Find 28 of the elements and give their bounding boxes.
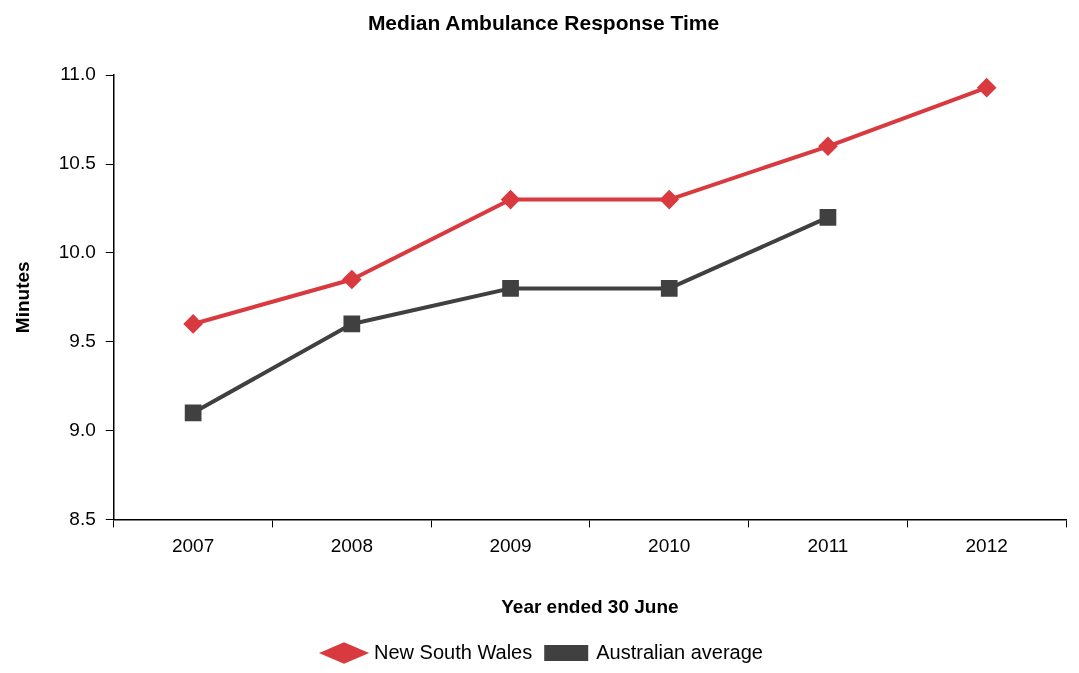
x-tick-label: 2012 [965, 535, 1008, 557]
legend-label: New South Wales [374, 640, 533, 663]
chart-title: Median Ambulance Response Time [367, 11, 720, 35]
y-tick-label: 9.5 [69, 329, 96, 351]
x-tick-label: 2007 [171, 535, 215, 557]
point [342, 270, 361, 289]
y-tick-label: 9.0 [69, 418, 96, 440]
point [819, 208, 837, 226]
point [660, 190, 679, 209]
y-axis-title: Minutes [11, 261, 33, 334]
x-tick-label: 2011 [807, 535, 849, 557]
point [184, 404, 202, 422]
point [343, 315, 361, 333]
point [818, 137, 837, 156]
legend-label: Australian average [596, 640, 763, 663]
y-tick-label: 10.5 [58, 152, 96, 174]
y-tick-label: 11.0 [60, 63, 96, 85]
point [502, 280, 519, 297]
x-tick-label: 2010 [648, 535, 691, 557]
point [501, 190, 520, 209]
y-tick-label: 10.0 [58, 241, 96, 263]
x-tick-label: 2008 [330, 535, 373, 557]
x-tick-label: 2009 [489, 535, 532, 557]
x-axis-title: Year ended 30 June [501, 595, 679, 617]
y-tick-label: 8.5 [69, 507, 96, 529]
point [660, 280, 678, 297]
point [977, 78, 996, 97]
point [184, 314, 203, 333]
